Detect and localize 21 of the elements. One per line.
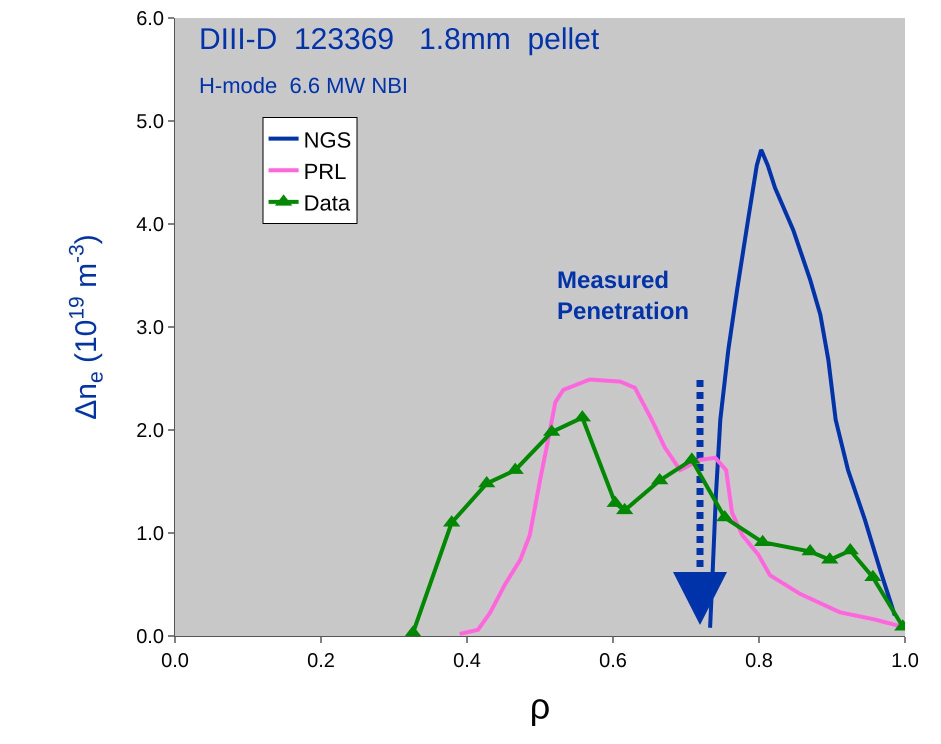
x-tick-label: 0.2 (307, 650, 335, 672)
legend-label: NGS (304, 127, 352, 152)
y-tick-label: 0.0 (136, 626, 164, 648)
chart-title: DIII-D 123369 1.8mm pellet (199, 23, 600, 56)
legend-label: Data (304, 190, 351, 216)
x-tick-label: 0.4 (453, 650, 481, 672)
text: H-mode 6.6 MW NBI (199, 73, 408, 98)
x-tick-label: 0.0 (161, 650, 189, 672)
y-tick-label: 2.0 (136, 420, 164, 442)
x-tick-label: 1.0 (891, 650, 919, 672)
y-tick-label: 6.0 (136, 8, 164, 30)
annotation: Measured Penetration (557, 267, 690, 326)
x-tick-label: 0.8 (745, 650, 773, 672)
y-tick-label: 4.0 (136, 214, 164, 236)
x-tick-label: 0.6 (599, 650, 627, 672)
legend-label: PRL (304, 158, 346, 184)
y-tick-label: 1.0 (136, 523, 164, 545)
y-tick-label: 5.0 (136, 111, 164, 133)
x-axis-title: ρ (530, 686, 550, 727)
line-series (708, 148, 897, 630)
y-tick-label: 3.0 (136, 317, 164, 339)
